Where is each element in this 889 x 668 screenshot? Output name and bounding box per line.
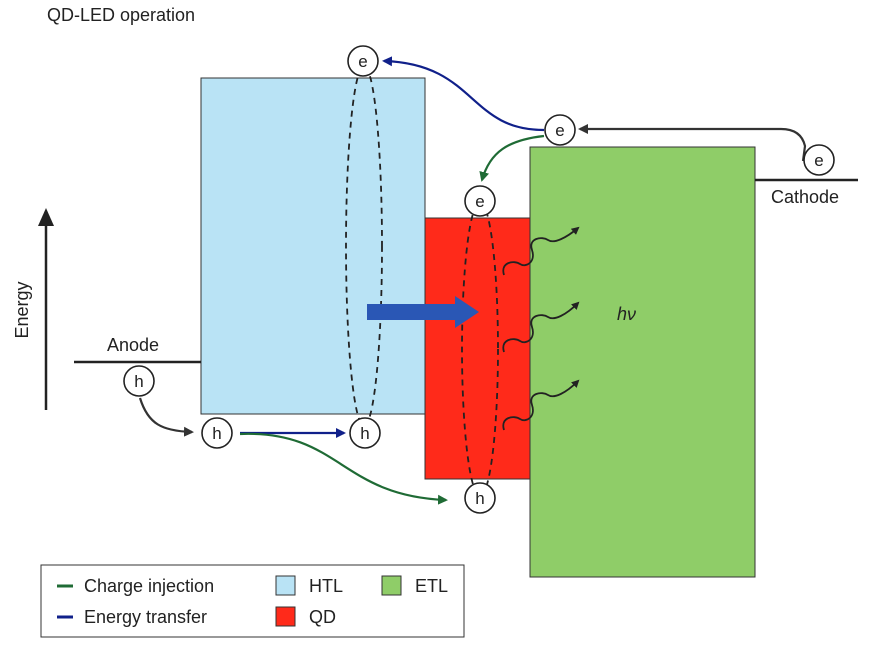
- svg-text:h: h: [360, 424, 369, 443]
- legend-htl-label: HTL: [309, 576, 343, 596]
- photon-wave-arrow: [502, 226, 580, 276]
- hole-carrier: h: [349, 417, 381, 449]
- energy-transfer-block-arrow: [367, 296, 479, 328]
- svg-text:e: e: [814, 151, 823, 170]
- qd-block: [424, 217, 532, 480]
- anode-label: Anode: [107, 335, 159, 355]
- electron-carrier: e: [347, 45, 379, 77]
- svg-text:e: e: [475, 192, 484, 211]
- charge-injection-path-hole: [239, 432, 448, 505]
- svg-text:e: e: [358, 52, 367, 71]
- hole-carrier: h: [201, 417, 233, 449]
- svg-text:h: h: [212, 424, 221, 443]
- diagram-title: QD-LED operation: [47, 5, 195, 25]
- hole-path-anode-to-htl: [138, 397, 194, 437]
- svg-text:h: h: [475, 489, 484, 508]
- hole-carrier: h: [123, 365, 155, 397]
- electron-carrier: e: [803, 144, 835, 176]
- energy-axis-label: Energy: [12, 281, 32, 338]
- legend-qd-label: QD: [309, 607, 336, 627]
- legend-etl-label: ETL: [415, 576, 448, 596]
- legend-htl-swatch: [275, 575, 296, 596]
- electron-carrier: e: [544, 114, 576, 146]
- electron-path-cathode-to-etl: [578, 124, 807, 162]
- cathode-label: Cathode: [771, 187, 839, 207]
- exciton-htl-outline: [345, 65, 383, 427]
- svg-text:h: h: [134, 372, 143, 391]
- htl-block: [200, 77, 426, 415]
- exciton-qd-outline: [461, 201, 499, 497]
- energy-axis-arrowhead: [38, 208, 54, 226]
- emission-label: hν: [617, 304, 636, 324]
- legend-charge-injection-label: Charge injection: [84, 576, 214, 596]
- legend-qd-swatch: [275, 606, 296, 627]
- photon-emission-group: [502, 226, 580, 431]
- legend-energy-transfer-label: Energy transfer: [84, 607, 207, 627]
- energy-transfer-path-electron: [382, 56, 545, 132]
- legend: Charge injection Energy transfer HTL QD …: [40, 564, 465, 638]
- photon-wave-arrow: [502, 301, 580, 353]
- electron-carrier: e: [464, 185, 496, 217]
- photon-wave-arrow: [502, 379, 580, 431]
- svg-text:e: e: [555, 121, 564, 140]
- etl-block: [529, 146, 756, 578]
- hole-carrier: h: [464, 482, 496, 514]
- charge-injection-path-electron: [479, 134, 545, 182]
- legend-etl-swatch: [381, 575, 402, 596]
